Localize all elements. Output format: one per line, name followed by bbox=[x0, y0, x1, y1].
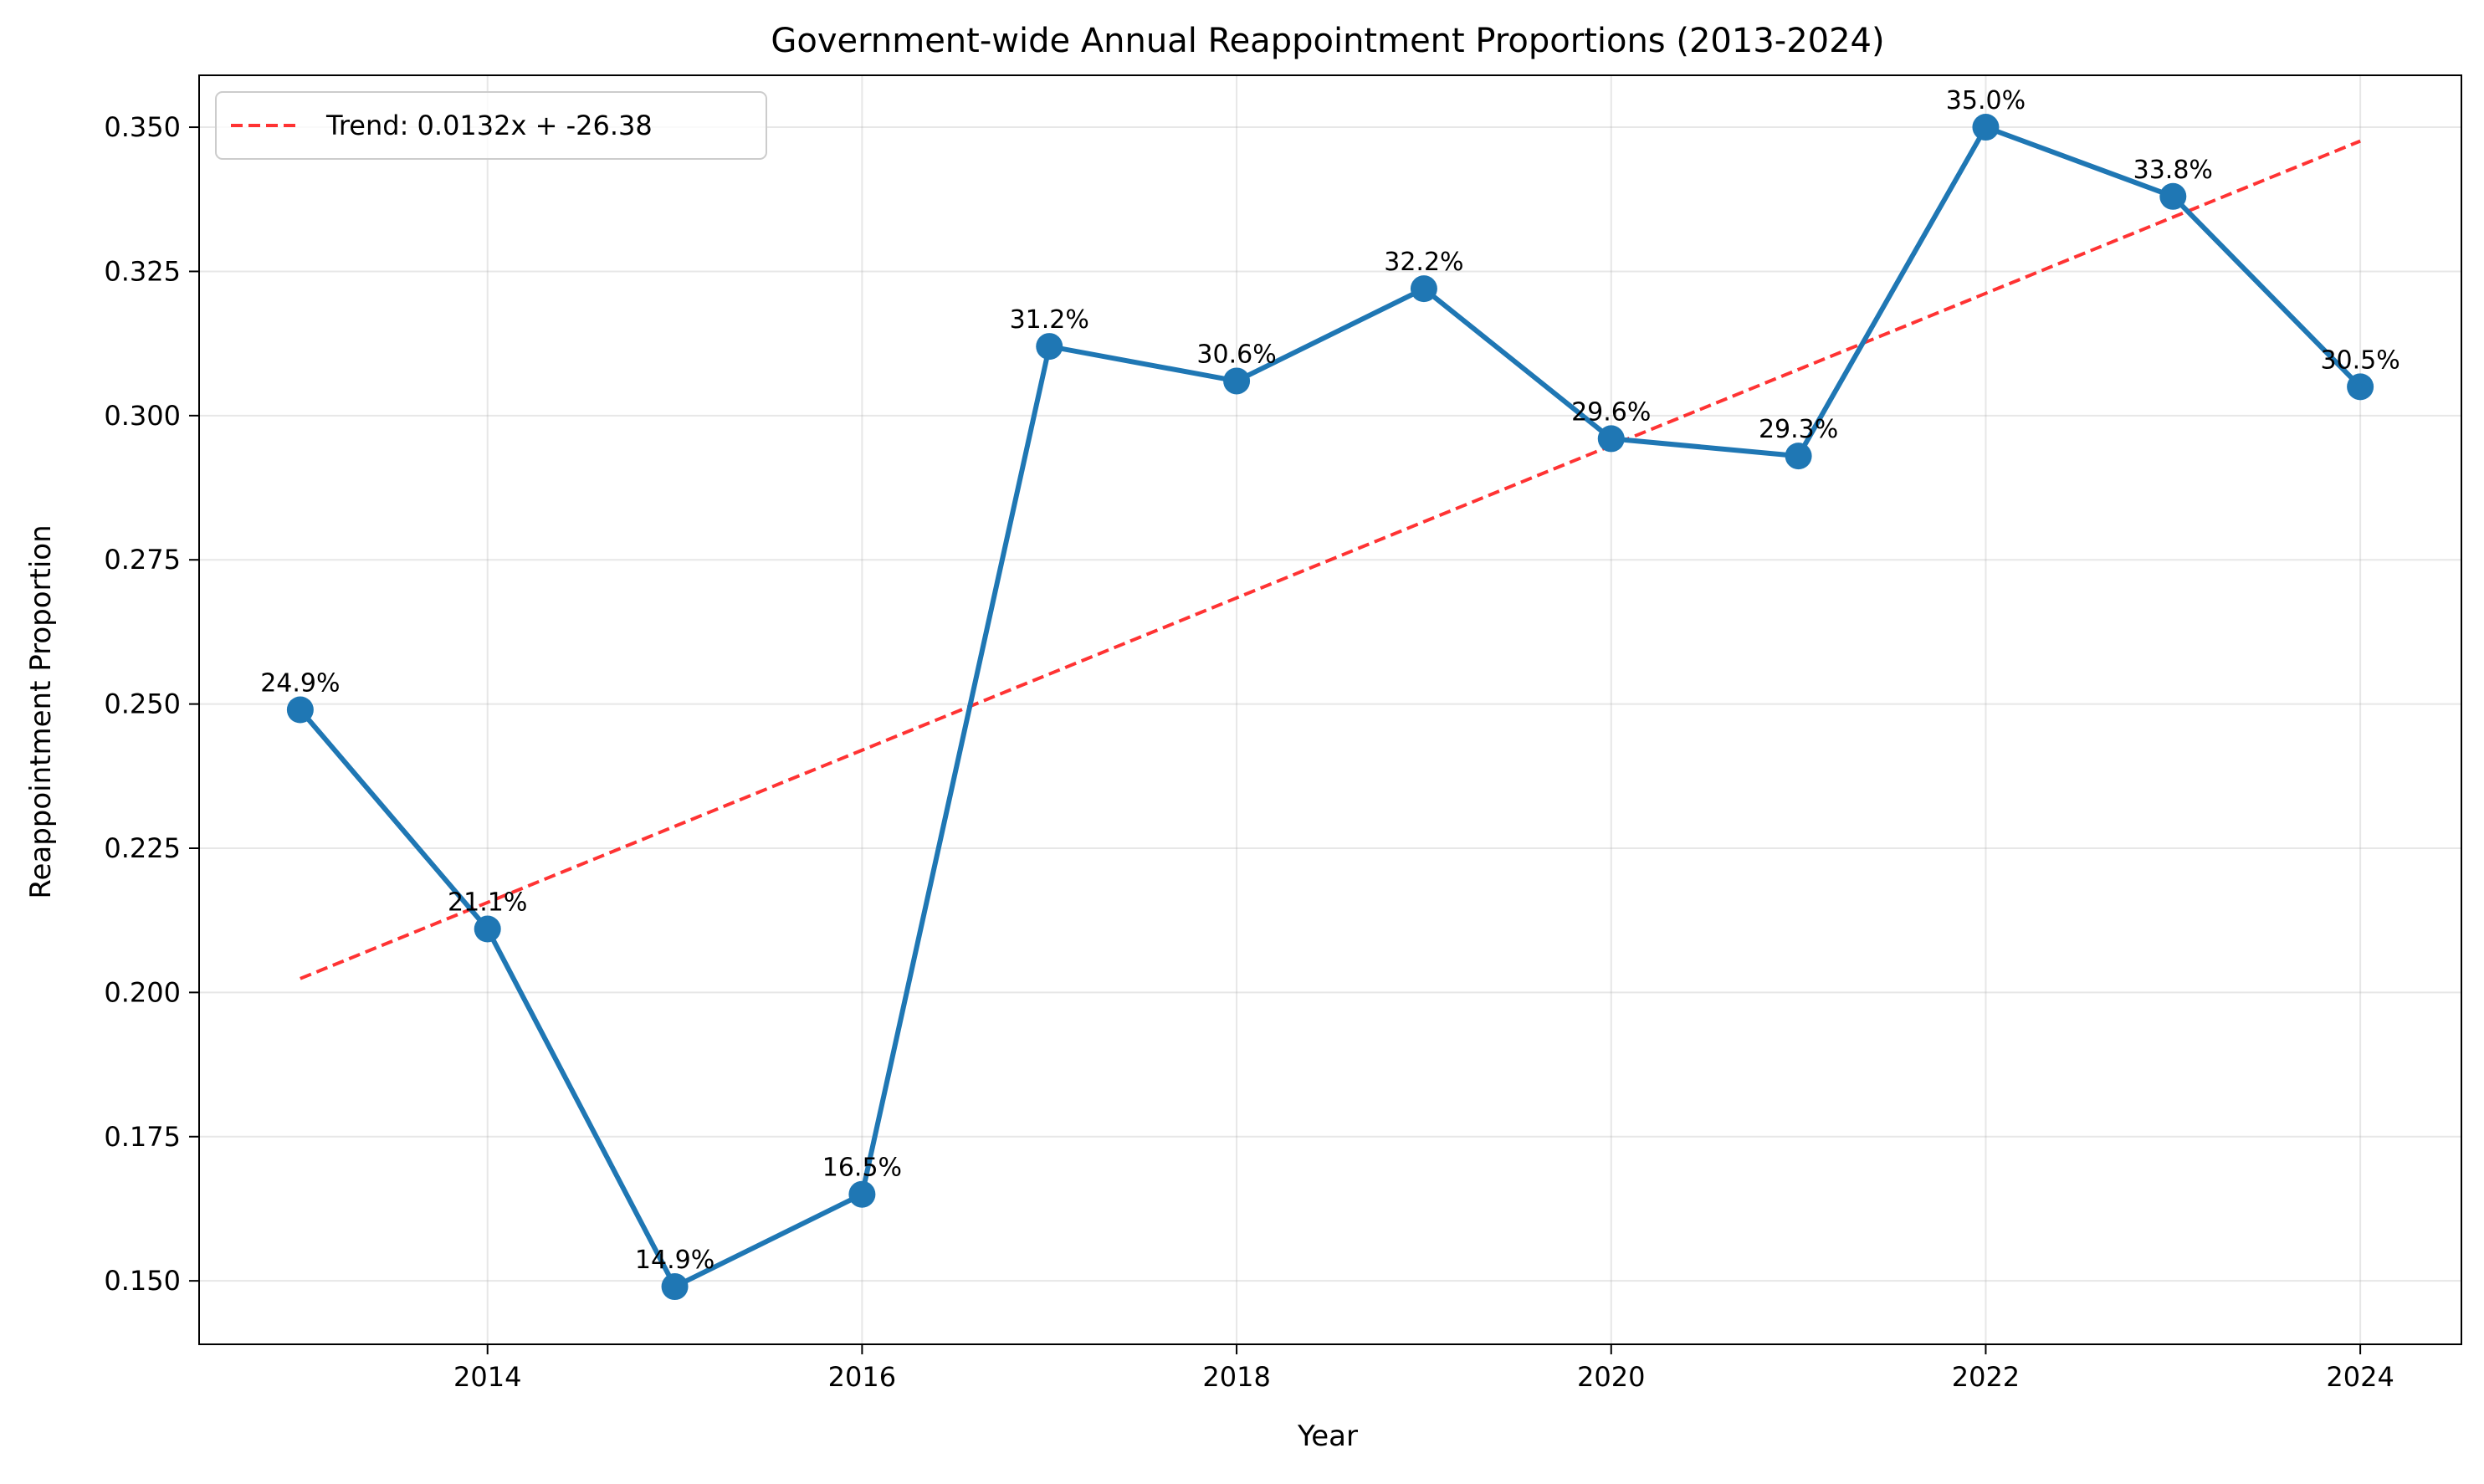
x-tick-label: 2018 bbox=[1202, 1361, 1270, 1393]
data-point-label: 30.5% bbox=[2320, 345, 2399, 375]
y-axis-ticks: 0.150 0.175 0.200 0.225 0.250 0.275 0.300 0.325… bbox=[104, 111, 199, 1297]
data-point-label: 33.8% bbox=[2133, 156, 2213, 185]
series-layer bbox=[286, 114, 2374, 1301]
data-point-label: 24.9% bbox=[260, 669, 340, 699]
data-point-marker bbox=[2347, 373, 2374, 401]
y-tick-label: 0.325 bbox=[104, 255, 181, 287]
x-tick-label: 2024 bbox=[2326, 1361, 2394, 1393]
x-axis-ticks: 2014 2016 2018 2020 2022 2024 bbox=[453, 1344, 2394, 1393]
data-label-layer: 24.9% 21.1% 14.9% 16.5% 31.2% 30.6% 32.2% 29.6%… bbox=[260, 86, 2400, 1275]
data-point-marker bbox=[474, 915, 501, 943]
legend-trend-label: Trend: 0.0132x + -26.38 bbox=[325, 110, 653, 141]
data-point-label: 35.0% bbox=[1946, 86, 2026, 115]
y-tick-label: 0.200 bbox=[104, 976, 181, 1008]
data-point-label: 29.3% bbox=[1759, 415, 1838, 444]
y-axis-label: Reappointment Proportion bbox=[24, 525, 58, 898]
data-point-label: 14.9% bbox=[635, 1246, 714, 1275]
chart-title: Government-wide Annual Reappointment Pro… bbox=[771, 22, 1884, 60]
y-tick-label: 0.350 bbox=[104, 111, 181, 143]
x-tick-label: 2016 bbox=[828, 1361, 896, 1393]
data-point-marker bbox=[1597, 425, 1625, 453]
data-point-marker bbox=[1223, 367, 1251, 395]
data-point-marker bbox=[1785, 443, 1812, 470]
data-point-marker bbox=[1972, 114, 2000, 141]
data-point-label: 32.2% bbox=[1384, 248, 1463, 277]
trend-layer bbox=[300, 139, 2361, 980]
grid bbox=[199, 75, 2461, 1344]
data-point-marker bbox=[848, 1180, 876, 1208]
data-point-marker bbox=[1036, 333, 1063, 361]
data-point-label: 30.6% bbox=[1196, 340, 1276, 369]
data-point-marker bbox=[286, 696, 314, 724]
data-point-marker bbox=[1410, 275, 1437, 303]
data-point-marker bbox=[661, 1273, 689, 1301]
legend: Trend: 0.0132x + -26.38 bbox=[215, 91, 767, 160]
trend-line bbox=[300, 139, 2361, 980]
axes-frame bbox=[198, 74, 2462, 1345]
y-tick-label: 0.175 bbox=[104, 1121, 181, 1153]
x-axis-label: Year bbox=[1297, 1420, 1358, 1453]
y-tick-label: 0.275 bbox=[104, 544, 181, 576]
legend-box bbox=[215, 91, 767, 160]
data-point-marker bbox=[2159, 182, 2187, 210]
data-point-label: 16.5% bbox=[822, 1154, 902, 1183]
y-tick-label: 0.225 bbox=[104, 832, 181, 864]
data-point-label: 29.6% bbox=[1571, 397, 1651, 427]
y-tick-label: 0.300 bbox=[104, 400, 181, 432]
y-tick-label: 0.250 bbox=[104, 688, 181, 720]
y-tick-label: 0.150 bbox=[104, 1265, 181, 1297]
data-series-line bbox=[298, 125, 2363, 1290]
x-tick-label: 2020 bbox=[1577, 1361, 1645, 1393]
data-point-label: 31.2% bbox=[1010, 305, 1089, 335]
data-point-label: 21.1% bbox=[448, 888, 527, 918]
x-tick-label: 2022 bbox=[1952, 1361, 2020, 1393]
x-tick-label: 2014 bbox=[453, 1361, 521, 1393]
